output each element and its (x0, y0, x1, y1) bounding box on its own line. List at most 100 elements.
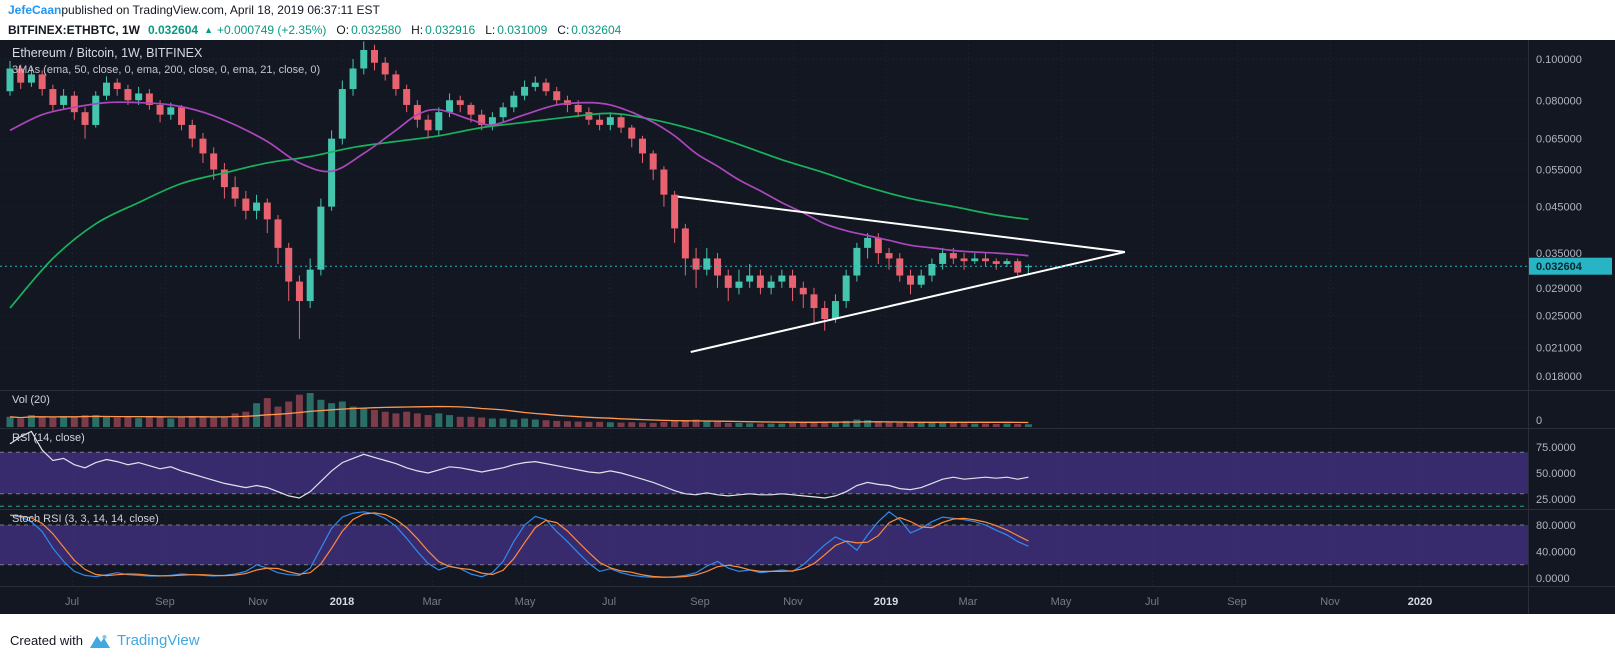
candle (124, 89, 132, 101)
candle (703, 258, 711, 270)
candle (831, 301, 839, 320)
time-axis[interactable] (0, 587, 1528, 614)
candle (906, 275, 914, 285)
volume-bar (799, 422, 807, 427)
candle (253, 202, 261, 211)
candle (1014, 261, 1022, 273)
candle (274, 219, 282, 248)
stoch-axis-label: 0.0000 (1536, 573, 1570, 585)
trendline[interactable] (677, 195, 1126, 254)
trendline[interactable] (690, 251, 1126, 353)
chart-legend-indicators[interactable]: 3MAs (ema, 50, close, 0, ema, 200, close… (12, 64, 321, 76)
time-axis-label: May (1051, 596, 1072, 608)
volume-bar (585, 421, 593, 427)
chart-canvas[interactable] (0, 40, 1528, 587)
price-axis-label: 0.055000 (1536, 165, 1582, 177)
candle (553, 91, 561, 101)
volume-bar (821, 421, 829, 427)
publisher-link[interactable]: JefeCaan (8, 3, 62, 17)
volume-bar (360, 408, 368, 427)
price-axis-label: 0.045000 (1536, 202, 1582, 214)
candle (746, 275, 754, 282)
candle (510, 95, 518, 108)
candle (135, 93, 143, 101)
volume-bar (574, 421, 582, 427)
volume-bar (649, 422, 657, 427)
candle (231, 187, 239, 199)
candle (338, 89, 346, 139)
current-price-tag (1529, 257, 1612, 275)
candle (692, 258, 700, 270)
volume-bar (756, 423, 764, 427)
volume-pane-label[interactable]: Vol (20) (12, 394, 50, 406)
symbol-row: BITFINEX:ETHBTC, 1W 0.032604 ▲ +0.000749… (0, 20, 1615, 40)
volume-bar (27, 415, 35, 427)
chart-svg[interactable]: 0.032604 0.100000 0.080000 0.065000 0.055000… (0, 40, 1615, 614)
volume-bar (703, 420, 711, 427)
candle (70, 95, 78, 113)
ema-50-line (9, 101, 1029, 257)
candle (156, 104, 164, 115)
candle (145, 93, 153, 105)
candle (789, 275, 797, 288)
volume-bar (553, 420, 561, 427)
volume-axis-label: 0 (1536, 415, 1542, 427)
candle (949, 253, 957, 259)
stoch-k-line (9, 511, 1029, 578)
volume-bar (681, 420, 689, 427)
rsi-axis-label: 50.0000 (1536, 468, 1576, 480)
price-axis-label: 0.021000 (1536, 343, 1582, 355)
volume-bar (960, 423, 968, 427)
volume-bar (6, 416, 14, 427)
volume-bar (210, 417, 218, 427)
chart-legend-title[interactable]: Ethereum / Bitcoin, 1W, BITFINEX (12, 46, 203, 60)
volume-bar (917, 422, 925, 427)
volume-bar (38, 416, 46, 427)
candle (864, 237, 872, 248)
candle (724, 275, 732, 288)
candle (842, 275, 850, 302)
volume-bar (896, 422, 904, 427)
price-axis-label: 0.029000 (1536, 283, 1582, 295)
candle (360, 49, 368, 69)
chart-area[interactable]: 0.032604 0.100000 0.080000 0.065000 0.055000… (0, 40, 1615, 614)
rsi-pane-label[interactable]: RSI (14, close) (12, 432, 85, 444)
candle (328, 138, 336, 207)
candle (392, 74, 400, 90)
low-value: 0.031009 (497, 23, 548, 37)
volume-bar (81, 415, 89, 427)
tradingview-brand-link[interactable]: TradingView (116, 632, 200, 649)
price-axis-label: 0.065000 (1536, 134, 1582, 146)
stoch-pane-label[interactable]: Stoch RSI (3, 3, 14, 14, close) (12, 513, 159, 525)
candle (767, 281, 775, 288)
volume-bar (113, 417, 121, 427)
stoch-band (0, 525, 1528, 565)
time-axis-label: May (515, 596, 536, 608)
candle (896, 258, 904, 276)
price-axis-label: 0.035000 (1536, 248, 1582, 260)
time-axis-label: Mar (959, 596, 978, 608)
volume-bar (1003, 423, 1011, 427)
volume-bar (49, 417, 57, 427)
candle (81, 112, 89, 125)
candle (167, 107, 175, 115)
last-price: 0.032604 (148, 23, 199, 37)
candle (596, 119, 604, 125)
candle (263, 202, 271, 220)
volume-bar (724, 422, 732, 427)
tradingview-logo-icon[interactable] (89, 633, 111, 649)
candle (349, 68, 357, 90)
publisher-row: JefeCaan published on TradingView.com, A… (0, 0, 1615, 20)
volume-bar (370, 410, 378, 427)
candle (199, 138, 207, 154)
volume-bar (714, 421, 722, 427)
time-axis-label: Nov (1320, 596, 1340, 608)
price-axis[interactable] (1528, 40, 1615, 587)
candle (531, 82, 539, 87)
candle (521, 86, 529, 96)
open-label: O: (336, 23, 350, 37)
volume-bar (563, 421, 571, 427)
candle (178, 107, 186, 125)
volume-bar (338, 401, 346, 427)
candle (113, 82, 121, 90)
